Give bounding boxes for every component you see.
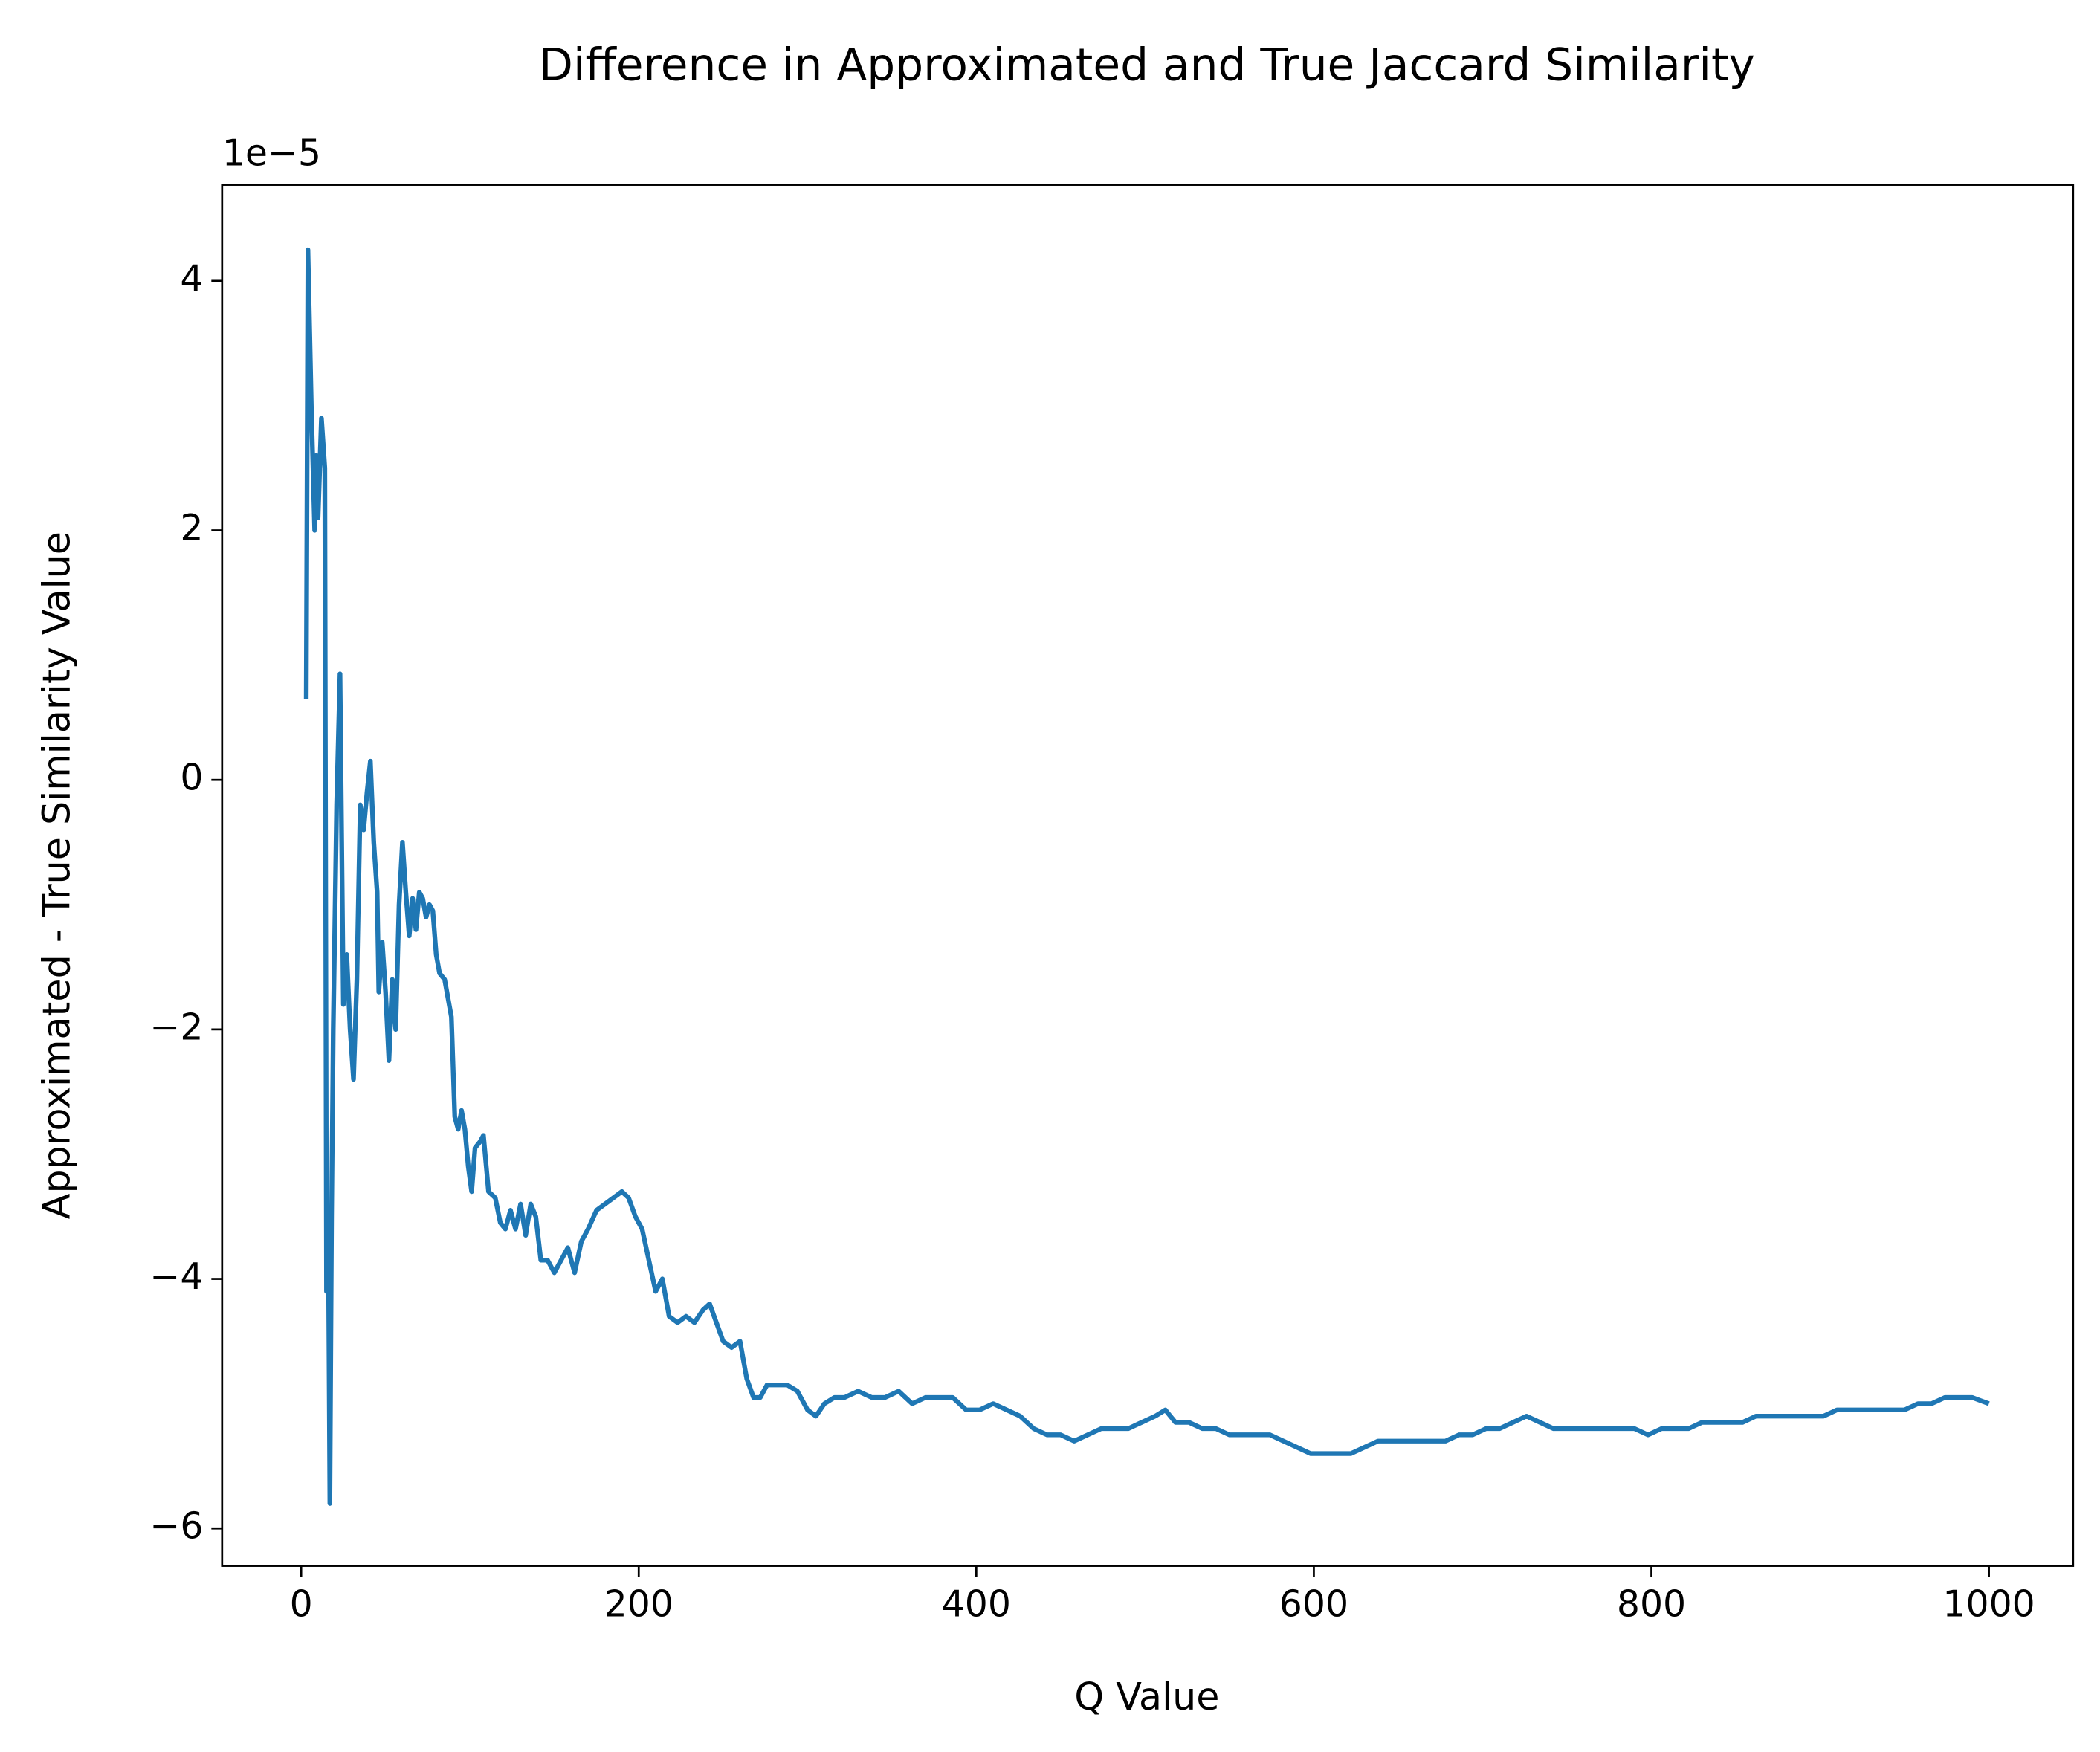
y-tick-label: −6 [149,1505,203,1548]
y-axis-label: Approximated - True Similarity Value [35,531,79,1219]
y-tick-label: 2 [180,507,203,549]
y-offset-label: 1e−5 [222,132,321,174]
x-tick-label: 400 [942,1583,1011,1625]
x-tick-label: 600 [1279,1583,1348,1625]
x-axis-label: Q Value [1074,1675,1219,1719]
x-tick-label: 200 [604,1583,673,1625]
x-tick-label: 1000 [1942,1583,2035,1625]
x-tick-label: 800 [1617,1583,1686,1625]
y-tick-label: 4 [180,257,203,300]
y-tick-label: 0 [180,757,203,799]
y-tick-label: −2 [149,1006,203,1048]
data-line [303,247,1990,1506]
y-tick-label: −4 [149,1255,203,1298]
chart-title: Difference in Approximated and True Jacc… [539,40,1755,91]
plot-frame [221,184,2075,1567]
x-tick-label: 0 [290,1583,313,1625]
